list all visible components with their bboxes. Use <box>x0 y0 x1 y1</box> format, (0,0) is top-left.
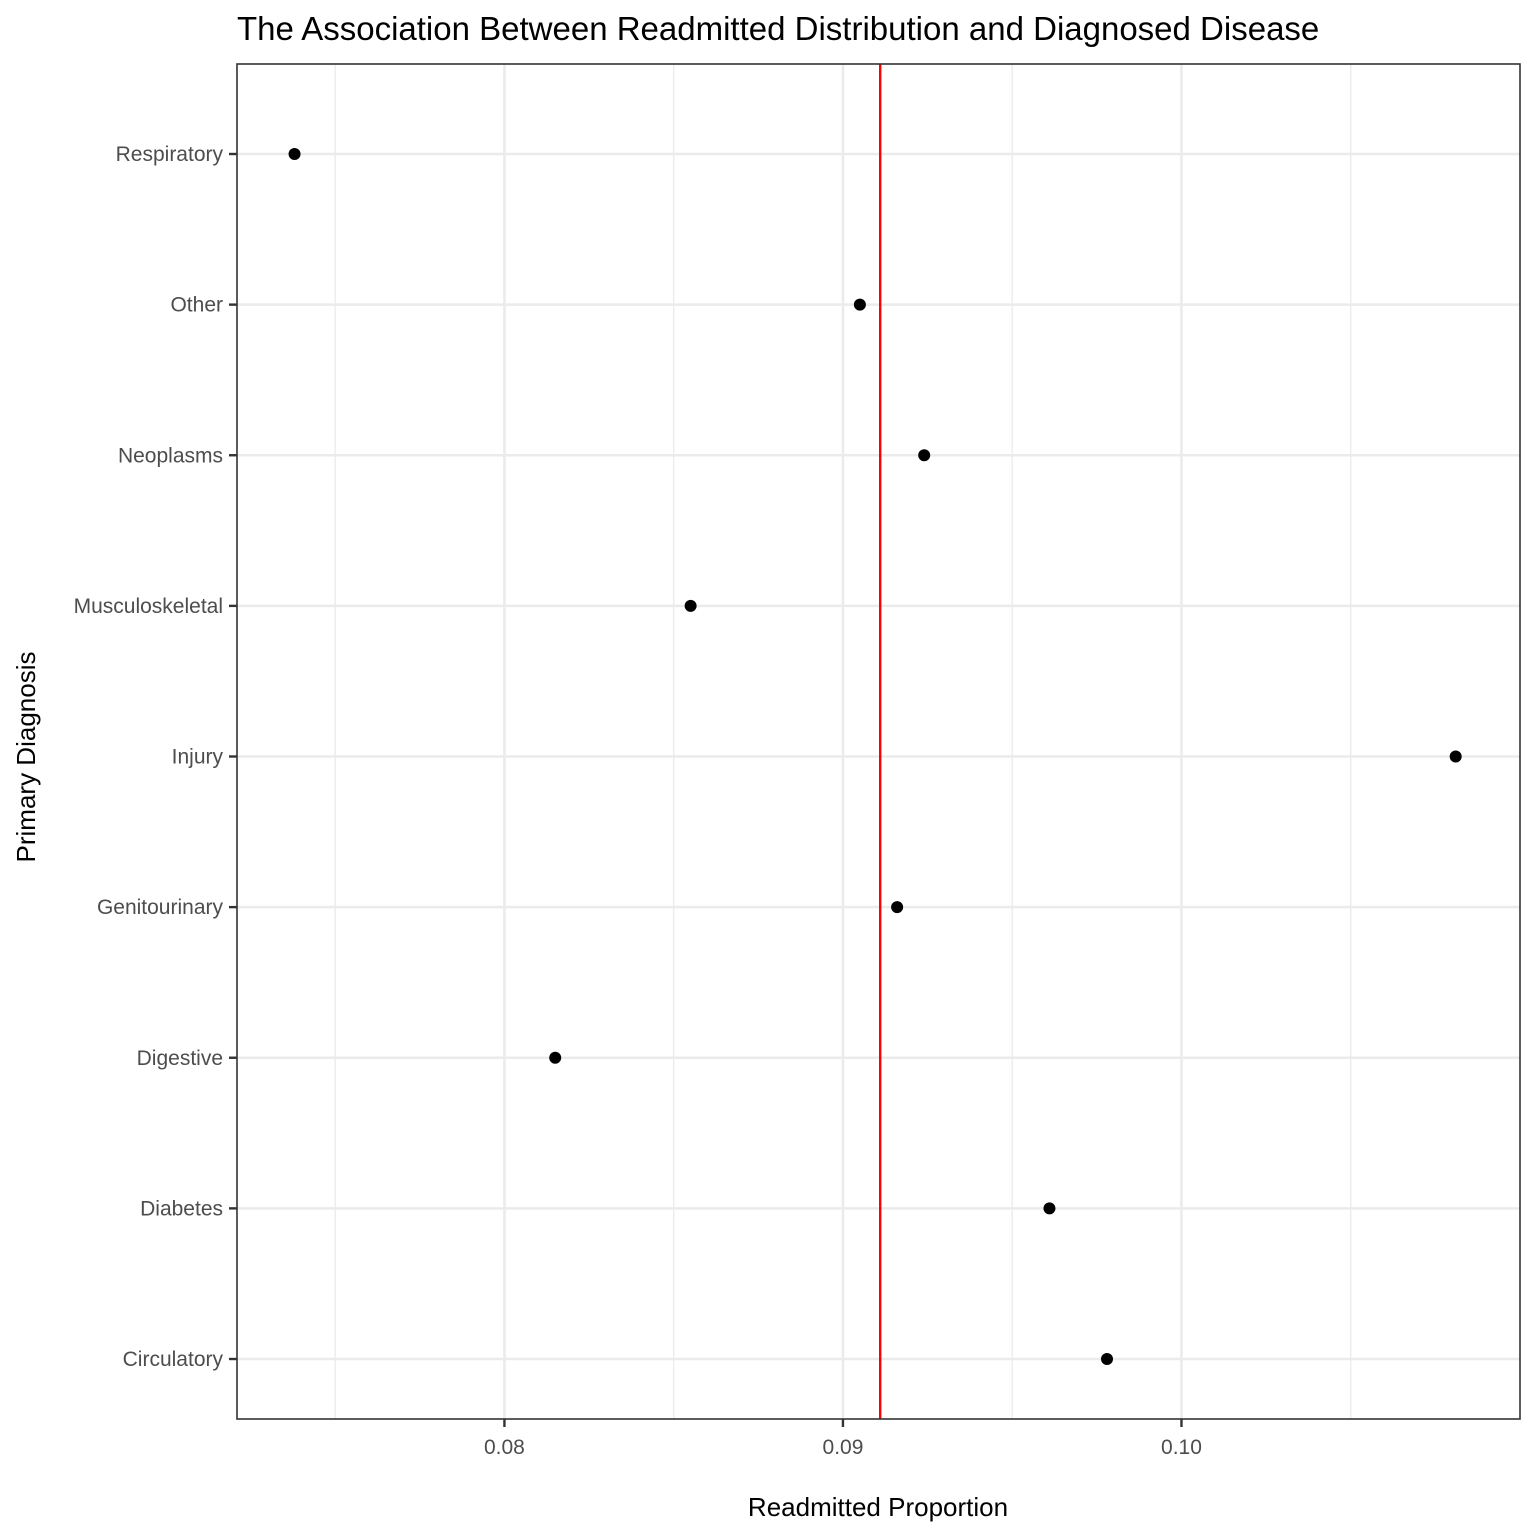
panel-border <box>236 63 1521 1420</box>
data-point-musculoskeletal <box>684 599 697 612</box>
y-tick-label: Neoplasms <box>118 444 223 467</box>
y-axis-title: Primary Diagnosis <box>11 652 41 863</box>
data-point-respiratory <box>288 148 301 160</box>
data-point-circulatory <box>1101 1353 1114 1365</box>
y-tick-label: Other <box>170 294 223 317</box>
y-axis: Circulatory Diabetes Digestive Genitourinar… <box>74 143 237 1371</box>
y-tick-label: Injury <box>172 746 224 769</box>
y-tick-label: Musculoskeletal <box>74 595 223 618</box>
y-tick-label: Genitourinary <box>97 896 224 919</box>
data-point-neoplasms <box>918 449 931 462</box>
grid-layer <box>237 64 1520 1419</box>
data-point-diabetes <box>1043 1202 1056 1215</box>
y-tick-label: Digestive <box>137 1047 223 1070</box>
y-tick-label: Diabetes <box>140 1197 223 1220</box>
x-tick-label: 0.08 <box>484 1436 525 1459</box>
x-tick-label: 0.10 <box>1161 1436 1202 1459</box>
data-point-other <box>853 298 866 311</box>
x-axis: 0.08 0.09 0.10 <box>484 1419 1202 1459</box>
x-tick-label: 0.09 <box>823 1436 864 1459</box>
data-point-genitourinary <box>891 901 904 914</box>
data-point-injury <box>1449 750 1462 763</box>
chart-title: The Association Between Readmitted Distr… <box>237 10 1319 47</box>
x-axis-title: Readmitted Proportion <box>748 1492 1008 1522</box>
point-layer <box>288 148 1462 1365</box>
data-point-digestive <box>549 1051 562 1064</box>
y-tick-label: Circulatory <box>123 1348 224 1371</box>
y-tick-label: Respiratory <box>116 143 224 166</box>
